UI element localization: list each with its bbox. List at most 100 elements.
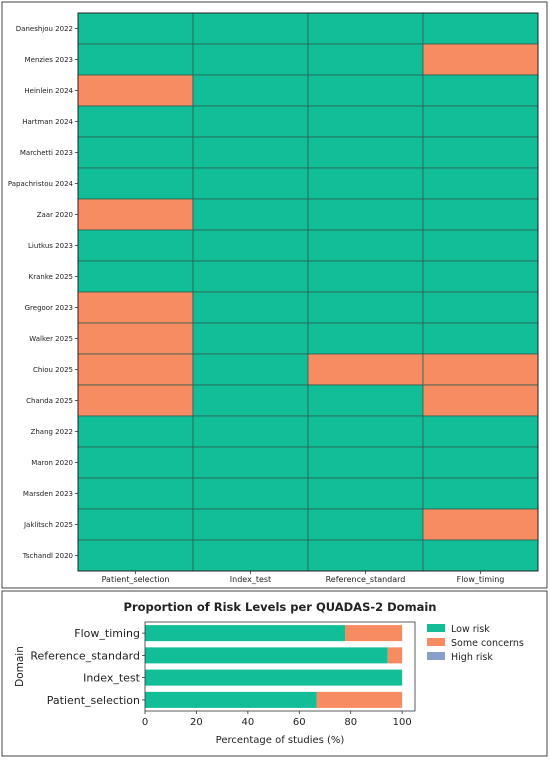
heatmap-cell-heinlein-2024-flow-timing xyxy=(422,74,539,107)
heatmap-cell-papachristou-2024-index-test xyxy=(192,167,309,200)
heatmap-study-label: Chiou 2025 xyxy=(33,366,73,374)
heatmap-cell-liutkus-2023-flow-timing xyxy=(422,229,539,262)
heatmap-cell-maron-2020-reference-standard xyxy=(307,446,424,479)
heatmap-cell-walker-2025-index-test xyxy=(192,322,309,355)
heatmap-study-label: Hartman 2024 xyxy=(22,118,73,126)
heatmap-cell-daneshjou-2022-flow-timing xyxy=(422,12,539,45)
legend-swatch-some-concerns xyxy=(427,638,445,646)
heatmap-cell-chiou-2025-patient-selection xyxy=(77,353,194,386)
legend-label-high-risk: High risk xyxy=(451,652,493,663)
heatmap-cell-chanda-2025-index-test xyxy=(192,384,309,417)
heatmap-border xyxy=(77,12,539,572)
heatmap-study-label: Kranke 2025 xyxy=(29,273,73,281)
bar-flow-timing-some-concerns xyxy=(345,625,403,642)
heatmap-cell-heinlein-2024-patient-selection xyxy=(77,74,194,107)
heatmap-cell-kranke-2025-reference-standard xyxy=(307,260,424,293)
heatmap-cell-maron-2020-flow-timing xyxy=(422,446,539,479)
bar-reference-standard-some-concerns xyxy=(387,647,403,664)
heatmap-cell-marchetti-2023-patient-selection xyxy=(77,136,194,169)
heatmap-cell-hartman-2024-index-test xyxy=(192,105,309,138)
bar-flow-timing-low-risk xyxy=(145,625,346,642)
heatmap-cell-zaar-2020-flow-timing xyxy=(422,198,539,231)
heatmap-cell-menzies-2023-reference-standard xyxy=(307,43,424,76)
heatmap-cell-walker-2025-patient-selection xyxy=(77,322,194,355)
heatmap-cell-liutkus-2023-index-test xyxy=(192,229,309,262)
bar-category-label: Patient_selection xyxy=(47,694,140,707)
heatmap-domain-label: Reference_standard xyxy=(326,575,406,584)
heatmap-study-label: Walker 2025 xyxy=(29,335,73,343)
heatmap-study-label: Zaar 2020 xyxy=(37,211,73,219)
bar-plot-area xyxy=(144,621,416,712)
bar-x-tick-label: 60 xyxy=(293,717,306,728)
heatmap-study-label: Jaklitsch 2025 xyxy=(23,521,73,529)
heatmap-cell-zaar-2020-reference-standard xyxy=(307,198,424,231)
heatmap-cell-papachristou-2024-flow-timing xyxy=(422,167,539,200)
heatmap-cell-papachristou-2024-patient-selection xyxy=(77,167,194,200)
heatmap-cell-chanda-2025-reference-standard xyxy=(307,384,424,417)
heatmap-cell-marsden-2023-flow-timing xyxy=(422,477,539,510)
heatmap-domain-label: Flow_timing xyxy=(457,575,505,584)
heatmap-cell-marchetti-2023-flow-timing xyxy=(422,136,539,169)
heatmap-study-label: Tschandl 2020 xyxy=(22,552,73,560)
heatmap-cell-kranke-2025-patient-selection xyxy=(77,260,194,293)
heatmap-cell-chanda-2025-flow-timing xyxy=(422,384,539,417)
bar-category-label: Index_test xyxy=(83,672,141,685)
heatmap-study-label: Liutkus 2023 xyxy=(28,242,73,250)
legend-label-some-concerns: Some concerns xyxy=(451,638,524,649)
heatmap-cell-zhang-2022-reference-standard xyxy=(307,415,424,448)
heatmap-study-label: Gregoor 2023 xyxy=(25,304,73,312)
bar-x-tick-label: 0 xyxy=(142,717,148,728)
heatmap-cell-marchetti-2023-reference-standard xyxy=(307,136,424,169)
heatmap-cell-tschandl-2020-patient-selection xyxy=(77,539,194,572)
heatmap-study-label: Marsden 2023 xyxy=(23,490,73,498)
heatmap-cell-hartman-2024-patient-selection xyxy=(77,105,194,138)
heatmap-cell-walker-2025-flow-timing xyxy=(422,322,539,355)
heatmap-cell-marsden-2023-reference-standard xyxy=(307,477,424,510)
heatmap-cell-gregoor-2023-reference-standard xyxy=(307,291,424,324)
heatmap-cell-daneshjou-2022-patient-selection xyxy=(77,12,194,45)
bar-index-test-low-risk xyxy=(145,669,403,686)
heatmap-cell-tschandl-2020-flow-timing xyxy=(422,539,539,572)
stacked-bar-chart: Proportion of Risk Levels per QUADAS-2 D… xyxy=(14,600,524,746)
heatmap-cell-zhang-2022-patient-selection xyxy=(77,415,194,448)
heatmap-cell-tschandl-2020-reference-standard xyxy=(307,539,424,572)
heatmap-cell-zaar-2020-patient-selection xyxy=(77,198,194,231)
heatmap-cell-hartman-2024-reference-standard xyxy=(307,105,424,138)
heatmap-cell-heinlein-2024-index-test xyxy=(192,74,309,107)
heatmap-cell-liutkus-2023-reference-standard xyxy=(307,229,424,262)
heatmap-cell-marsden-2023-index-test xyxy=(192,477,309,510)
bar-x-axis-label: Percentage of studies (%) xyxy=(216,735,345,746)
heatmap-domain-label: Patient_selection xyxy=(102,575,170,584)
heatmap-cell-daneshjou-2022-index-test xyxy=(192,12,309,45)
heatmap-domain-label: Index_test xyxy=(230,575,271,584)
heatmap-cell-gregoor-2023-flow-timing xyxy=(422,291,539,324)
heatmap-cell-tschandl-2020-index-test xyxy=(192,539,309,572)
bar-reference-standard-low-risk xyxy=(145,647,388,664)
heatmap-cell-papachristou-2024-reference-standard xyxy=(307,167,424,200)
heatmap-cell-menzies-2023-index-test xyxy=(192,43,309,76)
heatmap-cell-gregoor-2023-index-test xyxy=(192,291,309,324)
heatmap-cell-daneshjou-2022-reference-standard xyxy=(307,12,424,45)
heatmap-cell-hartman-2024-flow-timing xyxy=(422,105,539,138)
heatmap-cell-zhang-2022-index-test xyxy=(192,415,309,448)
legend-swatch-high-risk xyxy=(427,652,445,660)
heatmap-study-label: Zhang 2022 xyxy=(31,428,73,436)
heatmap-study-label: Marchetti 2023 xyxy=(20,149,73,157)
bar-patient-selection-low-risk xyxy=(145,691,317,708)
heatmap-cell-jaklitsch-2025-flow-timing xyxy=(422,508,539,541)
heatmap-chart: Daneshjou 2022 Menzies 2023 Heinlein 2024 H… xyxy=(8,12,539,584)
bar-x-tick-label: 40 xyxy=(241,717,254,728)
bar-x-tick-label: 20 xyxy=(190,717,203,728)
bar-category-label: Flow_timing xyxy=(74,627,140,640)
heatmap-cell-marchetti-2023-index-test xyxy=(192,136,309,169)
heatmap-study-label: Chanda 2025 xyxy=(26,397,73,405)
heatmap-cell-maron-2020-patient-selection xyxy=(77,446,194,479)
heatmap-cell-gregoor-2023-patient-selection xyxy=(77,291,194,324)
legend-label-low-risk: Low risk xyxy=(451,624,490,635)
legend-swatch-low-risk xyxy=(427,624,445,632)
heatmap-cell-zhang-2022-flow-timing xyxy=(422,415,539,448)
bar-category-label: Reference_standard xyxy=(30,649,140,662)
heatmap-cell-menzies-2023-patient-selection xyxy=(77,43,194,76)
